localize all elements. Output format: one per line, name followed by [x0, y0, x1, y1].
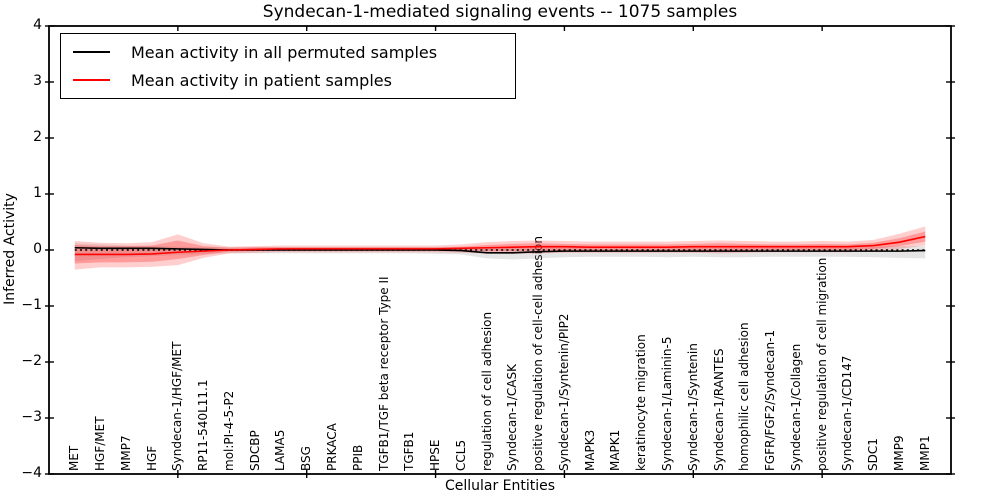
x-tick-label: TGFB1 [402, 431, 417, 471]
legend: Mean activity in all permuted samples Me… [60, 33, 516, 99]
patient-std-band-inner [74, 231, 926, 264]
series-line [74, 235, 926, 256]
legend-line-sample-permuted [73, 51, 110, 53]
x-tick-label: Syndecan-1/RANTES [711, 348, 726, 471]
x-tick-label: Syndecan-1/CASK [505, 364, 520, 471]
y-tick-label: 1 [33, 185, 42, 201]
x-tick-label: SDCBP [247, 430, 262, 471]
x-tick-label: positive regulation of cell-cell adhesio… [531, 236, 546, 471]
x-tick-label: homophilic cell adhesion [737, 322, 752, 471]
x-tick-label: PRKACA [324, 423, 339, 471]
y-tick-label: −2 [21, 353, 42, 369]
x-tick-label: Syndecan-1/CD147 [840, 355, 855, 471]
x-tick-label: CCL5 [453, 439, 468, 471]
x-tick-label: PPIB [350, 444, 365, 471]
legend-line-sample-patient [73, 79, 110, 81]
y-tick-label: −3 [21, 409, 42, 425]
y-tick-label: 4 [33, 17, 42, 33]
y-tick-label: 0 [33, 241, 42, 257]
legend-entry-permuted: Mean activity in all permuted samples [73, 40, 507, 64]
x-axis-label: Cellular Entities [444, 478, 556, 494]
x-tick-label: HGF [144, 445, 159, 471]
y-tick-label: −1 [21, 297, 42, 313]
x-tick-label: regulation of cell adhesion [479, 311, 494, 471]
x-tick-label: MMP9 [891, 435, 906, 471]
y-tick-label: −4 [21, 465, 42, 481]
x-tick-label: positive regulation of cell migration [814, 257, 829, 471]
x-tick-label: BSG [299, 446, 314, 471]
x-tick-label: SDC1 [866, 438, 881, 471]
x-tick-label: keratinocyte migration [634, 334, 649, 471]
permuted-std-band [74, 243, 926, 262]
x-tick-label: HGF/MET [93, 416, 108, 471]
x-tick-label: MAPK3 [582, 429, 597, 471]
x-tick-label: RP11-540L11.1 [196, 379, 211, 471]
x-tick-label: TGFB1/TGF beta receptor Type II [376, 276, 391, 471]
legend-label-patient: Mean activity in patient samples [131, 70, 392, 90]
legend-label-permuted: Mean activity in all permuted samples [131, 42, 438, 62]
x-tick-label: Syndecan-1/HGF/MET [170, 341, 185, 471]
x-tick-label: MMP1 [917, 435, 932, 471]
series-line [74, 246, 926, 254]
x-tick-label: MET [67, 445, 82, 471]
x-tick-label: LAMA5 [273, 429, 288, 471]
legend-entry-patient: Mean activity in patient samples [73, 68, 507, 92]
x-tick-label: mol:PI-4-5-P2 [221, 390, 236, 471]
y-tick-label: 3 [33, 73, 42, 89]
x-tick-label: Syndecan-1/Collagen [788, 343, 803, 471]
x-tick-label: Syndecan-1/Syntenin/PIP2 [556, 313, 571, 471]
chart-title: Syndecan-1-mediated signaling events -- … [262, 2, 738, 22]
x-tick-label: HPSE [428, 439, 443, 471]
x-tick-label: MMP7 [118, 435, 133, 471]
y-tick-label: 2 [33, 129, 42, 145]
patient-std-band-outer [74, 226, 926, 270]
x-tick-label: FGFR/FGF2/Syndecan-1 [763, 329, 778, 471]
x-tick-label: MAPK1 [608, 429, 623, 471]
x-tick-label: Syndecan-1/Syntenin [685, 343, 700, 471]
x-tick-label: Syndecan-1/Laminin-5 [660, 336, 674, 471]
